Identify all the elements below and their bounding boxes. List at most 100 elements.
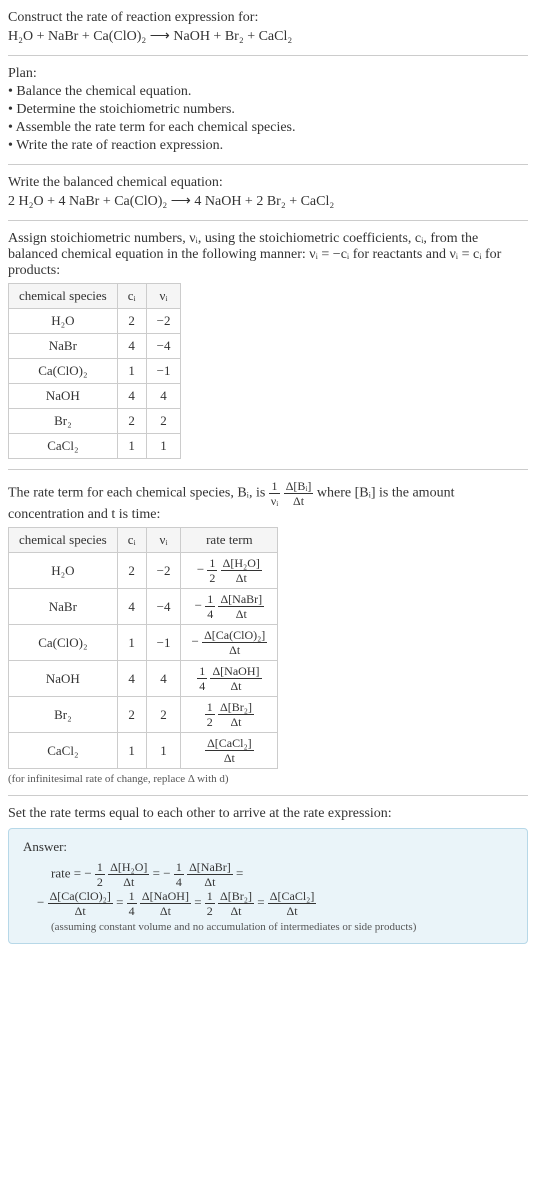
rateterm-pre: The rate term for each chemical species,… bbox=[8, 486, 269, 501]
frac: Δ[Ca(ClO)₂]Δt bbox=[202, 629, 267, 656]
frac-num: Δ[Bᵢ] bbox=[284, 480, 314, 494]
cell: CaCl₂ bbox=[9, 733, 118, 769]
frac-den: Δt bbox=[221, 571, 262, 584]
cell: NaBr bbox=[9, 334, 118, 359]
th-ci: cᵢ bbox=[117, 528, 146, 553]
cell: −4 bbox=[146, 334, 181, 359]
cell: 2 bbox=[146, 697, 181, 733]
frac-num: Δ[Br₂] bbox=[218, 701, 254, 715]
cell: 4 bbox=[117, 334, 146, 359]
answer-label: Answer: bbox=[23, 839, 513, 855]
frac: Δ[NaBr]Δt bbox=[187, 861, 233, 888]
cell: 1 bbox=[117, 625, 146, 661]
set-line: Set the rate terms equal to each other t… bbox=[8, 806, 528, 822]
answer-assume: (assuming constant volume and no accumul… bbox=[51, 921, 513, 933]
frac-den: Δt bbox=[205, 751, 254, 764]
cell: CaCl₂ bbox=[9, 434, 118, 459]
divider bbox=[8, 55, 528, 56]
table-row: Br₂2212 Δ[Br₂]Δt bbox=[9, 697, 278, 733]
frac-num: 1 bbox=[207, 557, 217, 571]
cell: NaOH bbox=[9, 661, 118, 697]
cell: 1 bbox=[117, 359, 146, 384]
frac-num: Δ[CaCl₂] bbox=[205, 737, 254, 751]
cell: NaOH bbox=[9, 384, 118, 409]
cell: 2 bbox=[117, 553, 146, 589]
frac: Δ[Ca(ClO)₂]Δt bbox=[48, 890, 113, 917]
set: Set the rate terms equal to each other t… bbox=[8, 806, 528, 822]
frac-den: Δt bbox=[218, 715, 254, 728]
frac: Δ[NaOH]Δt bbox=[210, 665, 261, 692]
table-row: Ca(ClO)₂1−1− Δ[Ca(ClO)₂]Δt bbox=[9, 625, 278, 661]
frac: Δ[NaOH]Δt bbox=[140, 890, 191, 917]
cell: −2 bbox=[146, 309, 181, 334]
cell: NaBr bbox=[9, 589, 118, 625]
cell: −4 bbox=[146, 589, 181, 625]
frac-num: Δ[Ca(ClO)₂] bbox=[202, 629, 267, 643]
frac: Δ[Br₂]Δt bbox=[218, 701, 254, 728]
divider bbox=[8, 220, 528, 221]
frac-den: Δt bbox=[108, 875, 149, 888]
cell: 2 bbox=[117, 309, 146, 334]
frac-num: Δ[Ca(ClO)₂] bbox=[48, 890, 113, 904]
balanced-line: Write the balanced chemical equation: bbox=[8, 175, 528, 191]
cell: Ca(ClO)₂ bbox=[9, 359, 118, 384]
assign-para: Assign stoichiometric numbers, νᵢ, using… bbox=[8, 231, 528, 279]
plan-item: • Determine the stoichiometric numbers. bbox=[8, 102, 528, 118]
cell: −1 bbox=[146, 625, 181, 661]
cell: 1 bbox=[146, 733, 181, 769]
rateterm-note: (for infinitesimal rate of change, repla… bbox=[8, 773, 528, 785]
th-rate: rate term bbox=[181, 528, 278, 553]
th-vi: νᵢ bbox=[146, 284, 181, 309]
cell: 14 Δ[NaOH]Δt bbox=[181, 661, 278, 697]
frac-num: Δ[NaOH] bbox=[140, 890, 191, 904]
th-ci: cᵢ bbox=[117, 284, 146, 309]
cell: 4 bbox=[117, 384, 146, 409]
cell: 2 bbox=[117, 697, 146, 733]
cell: 1 bbox=[117, 434, 146, 459]
frac-num: 1 bbox=[269, 480, 280, 494]
frac: 12 bbox=[207, 557, 217, 584]
frac-den: 2 bbox=[205, 715, 215, 728]
cell: 1 bbox=[117, 733, 146, 769]
cell: H₂O bbox=[9, 553, 118, 589]
assign: Assign stoichiometric numbers, νᵢ, using… bbox=[8, 231, 528, 459]
th-species: chemical species bbox=[9, 528, 118, 553]
cell: 4 bbox=[146, 661, 181, 697]
plan: Plan: • Balance the chemical equation. •… bbox=[8, 66, 528, 154]
frac: 14 bbox=[127, 890, 137, 917]
frac-den: Δt bbox=[210, 679, 261, 692]
cell: −1 bbox=[146, 359, 181, 384]
frac-num: 1 bbox=[174, 861, 184, 875]
balanced-equation: 2 H₂O + 4 NaBr + Ca(ClO)₂ ⟶ 4 NaOH + 2 B… bbox=[8, 193, 528, 210]
frac-num: Δ[CaCl₂] bbox=[268, 890, 317, 904]
frac-den: Δt bbox=[284, 494, 314, 507]
frac-den: νᵢ bbox=[269, 494, 280, 507]
cell: 4 bbox=[117, 589, 146, 625]
frac: Δ[Br₂]Δt bbox=[218, 890, 254, 917]
frac: 12 bbox=[205, 890, 215, 917]
plan-item: • Balance the chemical equation. bbox=[8, 84, 528, 100]
frac-den: 2 bbox=[95, 875, 105, 888]
rateterm: The rate term for each chemical species,… bbox=[8, 480, 528, 785]
cell: 2 bbox=[117, 409, 146, 434]
frac: 14 bbox=[197, 665, 207, 692]
table-row: NaOH4414 Δ[NaOH]Δt bbox=[9, 661, 278, 697]
cell: 4 bbox=[117, 661, 146, 697]
cell: −2 bbox=[146, 553, 181, 589]
rateterm-frac1: 1νᵢ bbox=[269, 480, 280, 507]
frac-den: Δt bbox=[48, 904, 113, 917]
intro-equation: H₂O + NaBr + Ca(ClO)₂ ⟶ NaOH + Br₂ + CaC… bbox=[8, 28, 528, 45]
cell: − Δ[Ca(ClO)₂]Δt bbox=[181, 625, 278, 661]
frac-num: Δ[Br₂] bbox=[218, 890, 254, 904]
rate-table: chemical species cᵢ νᵢ rate term H₂O2−2−… bbox=[8, 527, 278, 769]
stoich-table: chemical species cᵢ νᵢ H₂O2−2 NaBr4−4 Ca… bbox=[8, 283, 181, 459]
frac-num: 1 bbox=[197, 665, 207, 679]
cell: Br₂ bbox=[9, 409, 118, 434]
answer-box: Answer: rate = − 12 Δ[H₂O]Δt = − 14 Δ[Na… bbox=[8, 828, 528, 944]
table-row: Ca(ClO)₂1−1 bbox=[9, 359, 181, 384]
cell: Ca(ClO)₂ bbox=[9, 625, 118, 661]
frac-num: Δ[NaOH] bbox=[210, 665, 261, 679]
frac-den: Δt bbox=[187, 875, 233, 888]
intro: Construct the rate of reaction expressio… bbox=[8, 10, 528, 45]
table-row: NaBr4−4− 14 Δ[NaBr]Δt bbox=[9, 589, 278, 625]
